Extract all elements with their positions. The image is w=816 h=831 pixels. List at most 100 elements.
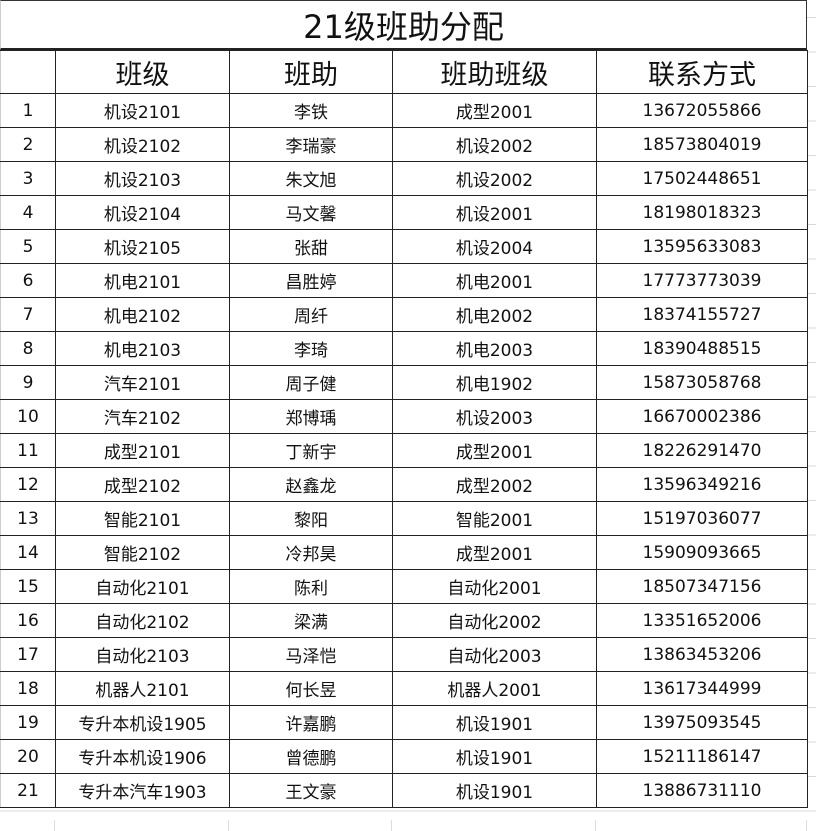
- cell-assistant-class[interactable]: 成型2002: [392, 467, 597, 502]
- cell-assistant[interactable]: 赵鑫龙: [229, 467, 393, 502]
- cell-assistant-class[interactable]: 机设2002: [392, 127, 597, 162]
- cell-index[interactable]: 18: [0, 671, 56, 706]
- cell-class[interactable]: 机器人2101: [55, 671, 230, 706]
- cell-contact[interactable]: 13672055866: [596, 93, 808, 128]
- cell-index[interactable]: 11: [0, 433, 56, 468]
- cell-contact[interactable]: 13351652006: [596, 603, 808, 638]
- column-header-contact[interactable]: 联系方式: [596, 50, 808, 94]
- cell-assistant-class[interactable]: 自动化2003: [392, 637, 597, 672]
- cell-assistant[interactable]: 李铁: [229, 93, 393, 128]
- cell-assistant[interactable]: 李琦: [229, 331, 393, 366]
- cell-class[interactable]: 机设2104: [55, 195, 230, 230]
- cell-assistant-class[interactable]: 成型2001: [392, 93, 597, 128]
- cell-contact[interactable]: 18226291470: [596, 433, 808, 468]
- cell-class[interactable]: 专升本汽车1903: [55, 773, 230, 808]
- cell-class[interactable]: 汽车2102: [55, 399, 230, 434]
- column-header-index[interactable]: [0, 50, 56, 94]
- cell-class[interactable]: 成型2102: [55, 467, 230, 502]
- cell-index[interactable]: 10: [0, 399, 56, 434]
- cell-index[interactable]: 17: [0, 637, 56, 672]
- cell-class[interactable]: 汽车2101: [55, 365, 230, 400]
- cell-assistant[interactable]: 王文豪: [229, 773, 393, 808]
- cell-contact[interactable]: 17773773039: [596, 263, 808, 298]
- cell-contact[interactable]: 15211186147: [596, 739, 808, 774]
- cell-index[interactable]: 1: [0, 93, 56, 128]
- cell-assistant[interactable]: 李瑞豪: [229, 127, 393, 162]
- cell-index[interactable]: 6: [0, 263, 56, 298]
- cell-index[interactable]: 19: [0, 705, 56, 740]
- cell-assistant-class[interactable]: 自动化2002: [392, 603, 597, 638]
- cell-assistant[interactable]: 马文馨: [229, 195, 393, 230]
- cell-index[interactable]: 2: [0, 127, 56, 162]
- column-header-class[interactable]: 班级: [55, 50, 230, 94]
- cell-class[interactable]: 自动化2101: [55, 569, 230, 604]
- cell-assistant[interactable]: 陈利: [229, 569, 393, 604]
- cell-assistant[interactable]: 昌胜婷: [229, 263, 393, 298]
- cell-index[interactable]: 5: [0, 229, 56, 264]
- cell-index[interactable]: 7: [0, 297, 56, 332]
- cell-contact[interactable]: 18507347156: [596, 569, 808, 604]
- cell-index[interactable]: 13: [0, 501, 56, 536]
- cell-contact[interactable]: 17502448651: [596, 161, 808, 196]
- cell-class[interactable]: 机设2102: [55, 127, 230, 162]
- cell-index[interactable]: 8: [0, 331, 56, 366]
- cell-class[interactable]: 自动化2103: [55, 637, 230, 672]
- cell-assistant[interactable]: 丁新宇: [229, 433, 393, 468]
- sheet-title-cell[interactable]: 21级班助分配: [0, 0, 807, 50]
- cell-contact[interactable]: 15873058768: [596, 365, 808, 400]
- cell-assistant-class[interactable]: 智能2001: [392, 501, 597, 536]
- cell-assistant-class[interactable]: 机设1901: [392, 739, 597, 774]
- cell-contact[interactable]: 18374155727: [596, 297, 808, 332]
- cell-class[interactable]: 智能2101: [55, 501, 230, 536]
- column-header-assistant[interactable]: 班助: [229, 50, 393, 94]
- cell-class[interactable]: 机电2103: [55, 331, 230, 366]
- cell-assistant[interactable]: 何长昱: [229, 671, 393, 706]
- cell-assistant-class[interactable]: 机电2002: [392, 297, 597, 332]
- cell-assistant-class[interactable]: 机设1901: [392, 773, 597, 808]
- cell-assistant-class[interactable]: 机器人2001: [392, 671, 597, 706]
- cell-assistant-class[interactable]: 自动化2001: [392, 569, 597, 604]
- cell-class[interactable]: 自动化2102: [55, 603, 230, 638]
- cell-assistant-class[interactable]: 机电2001: [392, 263, 597, 298]
- cell-contact[interactable]: 13596349216: [596, 467, 808, 502]
- cell-contact[interactable]: 18198018323: [596, 195, 808, 230]
- cell-class[interactable]: 机设2105: [55, 229, 230, 264]
- cell-assistant-class[interactable]: 机设2001: [392, 195, 597, 230]
- cell-class[interactable]: 机电2102: [55, 297, 230, 332]
- cell-assistant-class[interactable]: 成型2001: [392, 433, 597, 468]
- cell-contact[interactable]: 18390488515: [596, 331, 808, 366]
- cell-assistant[interactable]: 许嘉鹏: [229, 705, 393, 740]
- cell-assistant-class[interactable]: 机电1902: [392, 365, 597, 400]
- cell-assistant[interactable]: 马泽恺: [229, 637, 393, 672]
- cell-class[interactable]: 机设2103: [55, 161, 230, 196]
- cell-contact[interactable]: 18573804019: [596, 127, 808, 162]
- cell-assistant-class[interactable]: 成型2001: [392, 535, 597, 570]
- cell-contact[interactable]: 13617344999: [596, 671, 808, 706]
- cell-contact[interactable]: 15909093665: [596, 535, 808, 570]
- cell-index[interactable]: 20: [0, 739, 56, 774]
- cell-index[interactable]: 4: [0, 195, 56, 230]
- cell-assistant-class[interactable]: 机设2002: [392, 161, 597, 196]
- cell-contact[interactable]: 16670002386: [596, 399, 808, 434]
- cell-assistant-class[interactable]: 机设2003: [392, 399, 597, 434]
- cell-index[interactable]: 16: [0, 603, 56, 638]
- cell-assistant-class[interactable]: 机设1901: [392, 705, 597, 740]
- cell-assistant[interactable]: 郑博瑀: [229, 399, 393, 434]
- cell-index[interactable]: 9: [0, 365, 56, 400]
- cell-contact[interactable]: 13886731110: [596, 773, 808, 808]
- cell-contact[interactable]: 13863453206: [596, 637, 808, 672]
- cell-class[interactable]: 专升本机设1905: [55, 705, 230, 740]
- cell-index[interactable]: 12: [0, 467, 56, 502]
- column-header-assistant-class[interactable]: 班助班级: [392, 50, 597, 94]
- cell-assistant[interactable]: 梁满: [229, 603, 393, 638]
- cell-assistant[interactable]: 冷邦昊: [229, 535, 393, 570]
- cell-assistant-class[interactable]: 机设2004: [392, 229, 597, 264]
- cell-assistant[interactable]: 朱文旭: [229, 161, 393, 196]
- cell-contact[interactable]: 15197036077: [596, 501, 808, 536]
- cell-index[interactable]: 14: [0, 535, 56, 570]
- cell-index[interactable]: 21: [0, 773, 56, 808]
- cell-class[interactable]: 专升本机设1906: [55, 739, 230, 774]
- cell-assistant[interactable]: 曾德鹏: [229, 739, 393, 774]
- cell-class[interactable]: 成型2101: [55, 433, 230, 468]
- cell-contact[interactable]: 13595633083: [596, 229, 808, 264]
